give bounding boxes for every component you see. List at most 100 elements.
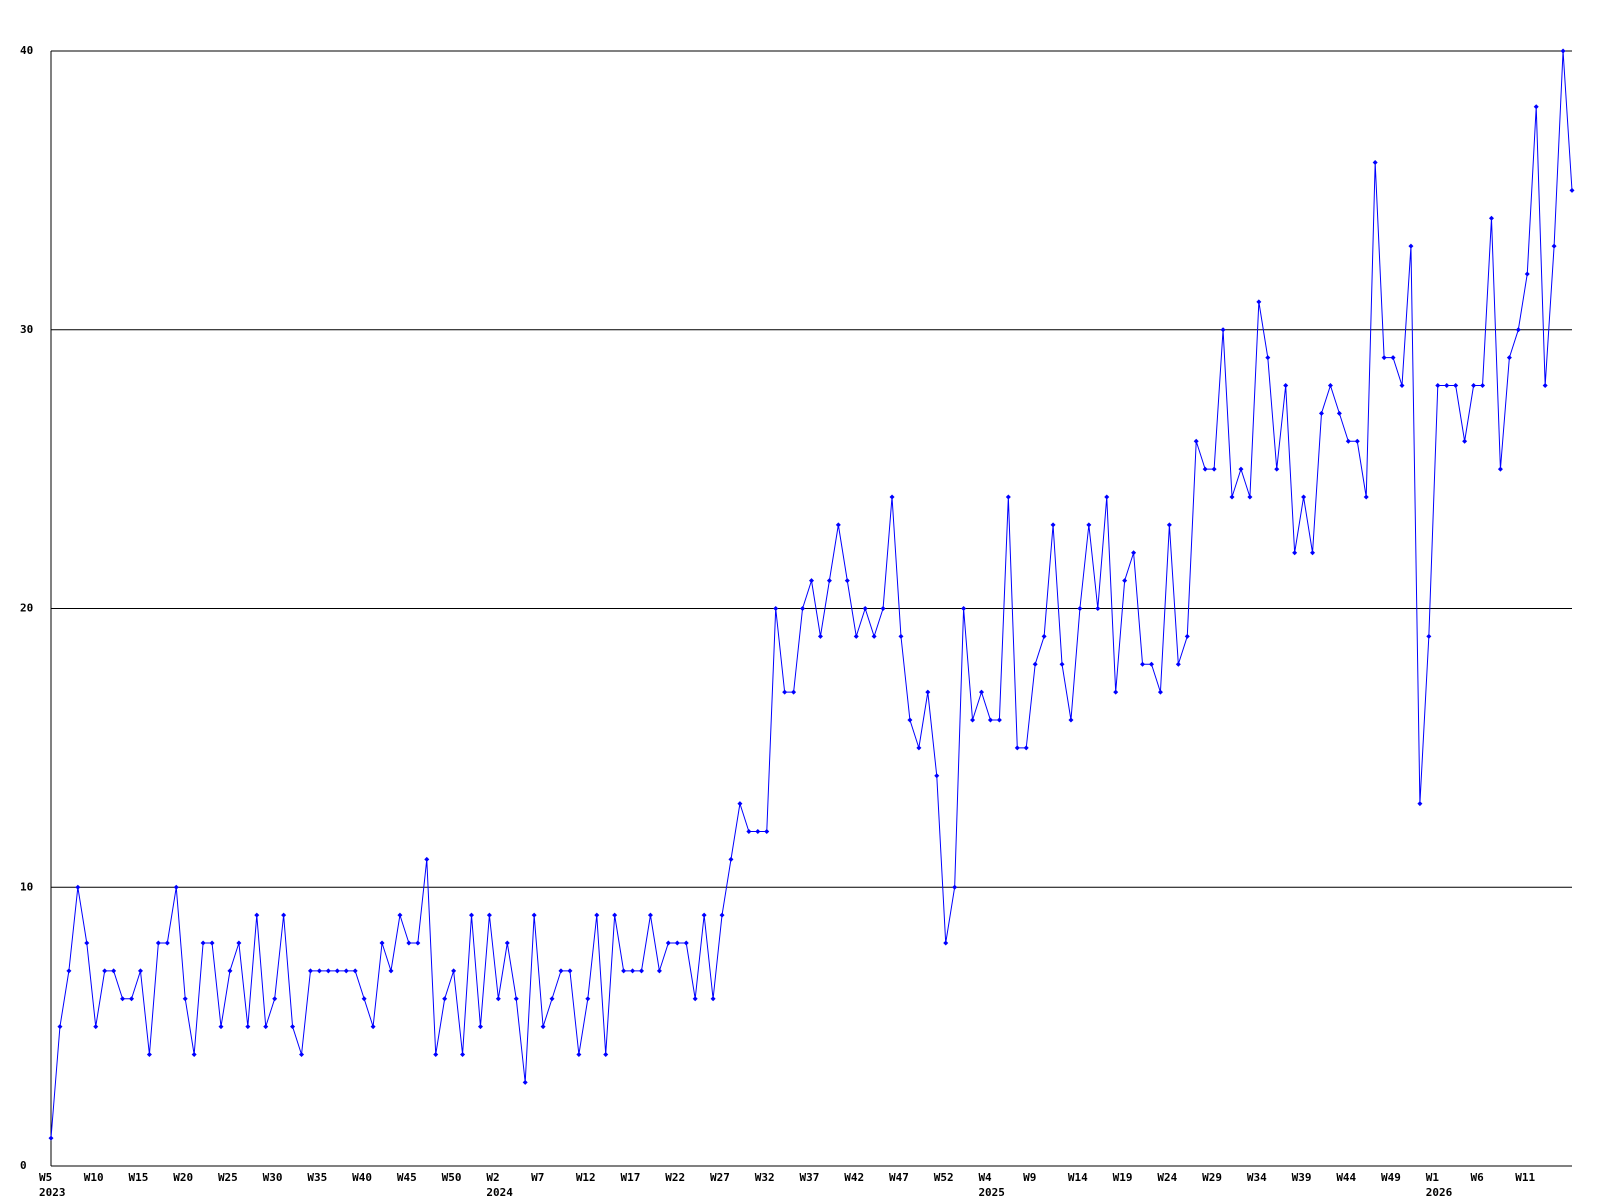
point: [397, 912, 403, 918]
point: [1059, 661, 1065, 667]
point: [1327, 383, 1333, 388]
point: [880, 606, 886, 611]
point: [200, 940, 206, 946]
x-tick-label: W49: [1381, 1171, 1401, 1184]
point: [1283, 383, 1289, 388]
point: [1471, 383, 1477, 388]
point: [236, 940, 242, 946]
point: [692, 996, 698, 1002]
point: [1506, 355, 1512, 361]
point: [540, 1024, 546, 1030]
point: [57, 1024, 63, 1030]
point: [486, 912, 492, 918]
point: [1041, 633, 1047, 639]
point: [137, 968, 143, 974]
point: [916, 745, 922, 751]
point: [227, 968, 233, 974]
point: [710, 996, 716, 1002]
point: [987, 717, 993, 723]
y-tick-label: 20: [20, 602, 33, 615]
point: [325, 968, 331, 974]
x-tick-label: W40: [352, 1171, 372, 1184]
point: [433, 1052, 439, 1057]
point: [415, 940, 421, 946]
x-tick-label: W9: [1023, 1171, 1036, 1184]
point: [182, 996, 188, 1002]
point: [665, 940, 671, 946]
point: [639, 968, 645, 974]
x-tick-label: W34: [1247, 1171, 1267, 1184]
point: [1462, 438, 1468, 444]
point: [826, 578, 832, 584]
point: [1569, 187, 1575, 193]
point: [800, 606, 806, 611]
x-year-label: 2025: [978, 1186, 1005, 1199]
point: [129, 996, 135, 1002]
point: [925, 689, 931, 695]
x-tick-label: W35: [307, 1171, 327, 1184]
point: [1399, 383, 1405, 388]
point: [1301, 494, 1307, 500]
point: [1381, 355, 1387, 361]
point: [370, 1024, 376, 1030]
point: [1193, 438, 1199, 444]
x-tick-label: W24: [1157, 1171, 1177, 1184]
point: [477, 1024, 483, 1030]
point: [263, 1024, 269, 1030]
point: [173, 884, 179, 890]
point: [361, 996, 367, 1002]
point: [773, 606, 779, 611]
point: [460, 1052, 466, 1057]
point: [1515, 327, 1521, 333]
point: [961, 606, 967, 611]
point: [1175, 661, 1181, 667]
point: [612, 912, 618, 918]
x-tick-label: W12: [576, 1171, 596, 1184]
x-tick-label: W30: [263, 1171, 283, 1184]
point: [549, 996, 555, 1002]
point: [1497, 466, 1503, 472]
point: [254, 912, 260, 918]
point: [218, 1024, 224, 1030]
point: [451, 968, 457, 974]
point: [567, 968, 573, 974]
x-tick-label: W19: [1113, 1171, 1133, 1184]
x-tick-label: W47: [889, 1171, 909, 1184]
point: [871, 633, 877, 639]
x-tick-label: W42: [844, 1171, 864, 1184]
point: [1122, 578, 1128, 584]
point: [817, 633, 823, 639]
point: [75, 884, 81, 890]
point: [191, 1052, 197, 1057]
x-tick-label: W52: [934, 1171, 954, 1184]
point: [1220, 327, 1226, 333]
point: [1435, 383, 1441, 388]
x-tick-label: W50: [442, 1171, 462, 1184]
point: [1095, 606, 1101, 611]
point: [343, 968, 349, 974]
x-tick-label: W6: [1471, 1171, 1485, 1184]
point: [1345, 438, 1351, 444]
point: [299, 1052, 305, 1057]
x-tick-label: W5: [39, 1171, 52, 1184]
point: [1354, 438, 1360, 444]
point: [630, 968, 636, 974]
point: [1444, 383, 1450, 388]
x-tick-label: W44: [1336, 1171, 1356, 1184]
x-tick-label: W4: [978, 1171, 992, 1184]
x-tick-label: W14: [1068, 1171, 1088, 1184]
x-tick-label: W29: [1202, 1171, 1222, 1184]
point: [316, 968, 322, 974]
point: [48, 1135, 54, 1141]
y-tick-label: 10: [20, 880, 33, 893]
point: [978, 689, 984, 695]
point: [1426, 633, 1432, 639]
line: [50, 50, 1573, 1139]
point: [844, 578, 850, 584]
point: [469, 912, 475, 918]
point: [835, 522, 841, 528]
point: [1202, 466, 1208, 472]
x-tick-label: W15: [128, 1171, 148, 1184]
x-tick-label: W17: [621, 1171, 641, 1184]
